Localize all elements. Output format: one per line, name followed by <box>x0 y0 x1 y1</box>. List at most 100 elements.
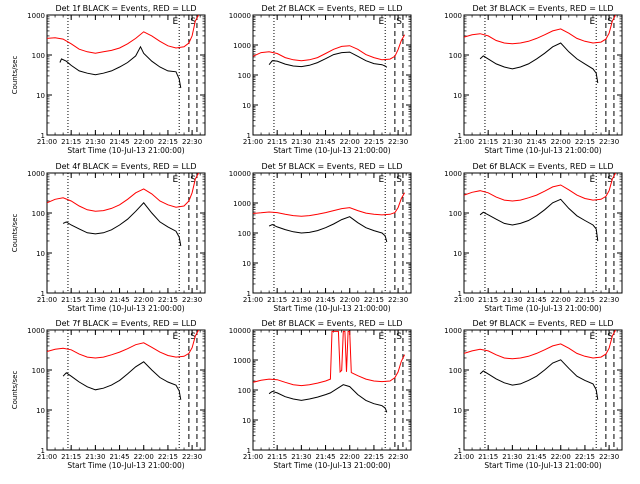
plot-frame <box>46 329 206 451</box>
series-line-lld <box>464 173 617 202</box>
y-axis-label: Counts/sec <box>11 371 19 410</box>
x-tick-label: 21:00 <box>37 138 57 146</box>
x-tick-label: 22:15 <box>158 138 178 146</box>
x-axis-label: Start Time (10-Jul-13 21:00:00) <box>273 146 390 155</box>
x-tick-label: 22:30 <box>182 453 202 461</box>
x-tick-label: 21:00 <box>454 296 474 304</box>
plot-frame <box>463 172 623 294</box>
y-tick-label: 10 <box>242 417 251 425</box>
x-tick-label: 21:30 <box>85 296 105 304</box>
plot-frame <box>252 14 412 136</box>
event-marker-label: E <box>590 17 596 27</box>
y-tick-label: 100 <box>238 72 251 80</box>
x-tick-label: 21:45 <box>526 453 546 461</box>
x-tick-label: 21:30 <box>85 453 105 461</box>
y-tick-label: 100 <box>32 367 45 375</box>
x-axis-label: Start Time (10-Jul-13 21:00:00) <box>484 461 601 470</box>
series-line-events <box>268 51 388 68</box>
series-line-lld <box>47 330 200 359</box>
panel-title: Det 9f BLACK = Events, RED = LLD <box>472 319 613 328</box>
y-tick-label: 100 <box>449 52 462 60</box>
y-tick-label: 10 <box>242 260 251 268</box>
plot-frame <box>463 14 623 136</box>
plot-frame <box>46 14 206 136</box>
x-axis-label: Start Time (10-Jul-13 21:00:00) <box>484 304 601 313</box>
panel-title: Det 2f BLACK = Events, RED = LLD <box>261 4 402 13</box>
x-tick-label: 22:30 <box>599 138 619 146</box>
plot-frame <box>252 172 412 294</box>
x-tick-label: 22:00 <box>340 138 360 146</box>
event-marker-label: S <box>607 175 613 185</box>
x-tick-label: 22:15 <box>575 138 595 146</box>
y-tick-label: 10 <box>36 250 45 258</box>
y-tick-label: 1 <box>41 290 45 298</box>
y-tick-label: 1 <box>247 290 251 298</box>
y-tick-label: 100 <box>238 230 251 238</box>
series-line-lld <box>464 330 617 360</box>
panel-title: Det 4f BLACK = Events, RED = LLD <box>55 162 196 171</box>
x-tick-label: 22:00 <box>340 453 360 461</box>
panel-title: Det 1f BLACK = Events, RED = LLD <box>55 4 196 13</box>
x-tick-label: 22:00 <box>551 138 571 146</box>
x-tick-label: 21:45 <box>526 138 546 146</box>
x-tick-label: 21:30 <box>291 138 311 146</box>
event-marker-label: S <box>607 17 613 27</box>
x-tick-label: 21:30 <box>291 296 311 304</box>
series-line-events <box>62 361 182 400</box>
panel-title: Det 8f BLACK = Events, RED = LLD <box>261 319 402 328</box>
y-axis-label: Counts/sec <box>11 56 19 95</box>
x-tick-label: 22:30 <box>599 296 619 304</box>
x-axis-label: Start Time (10-Jul-13 21:00:00) <box>67 146 184 155</box>
x-tick-label: 22:30 <box>182 296 202 304</box>
x-tick-label: 21:30 <box>502 138 522 146</box>
y-tick-label: 1 <box>458 290 462 298</box>
x-tick-label: 21:00 <box>454 138 474 146</box>
y-tick-label: 10 <box>453 92 462 100</box>
x-tick-label: 21:15 <box>267 138 287 146</box>
x-tick-label: 21:45 <box>315 296 335 304</box>
event-marker-label: E <box>173 17 179 27</box>
y-tick-label: 1000 <box>233 200 251 208</box>
y-tick-label: 1 <box>458 447 462 455</box>
x-tick-label: 22:30 <box>388 296 408 304</box>
y-tick-label: 100 <box>32 52 45 60</box>
panel-title: Det 3f BLACK = Events, RED = LLD <box>472 4 613 13</box>
event-marker-label: S <box>396 175 402 185</box>
y-tick-label: 1000 <box>444 12 462 20</box>
plot-frame <box>46 172 206 294</box>
event-marker-label: E <box>173 332 179 342</box>
panel-title: Det 5f BLACK = Events, RED = LLD <box>261 162 402 171</box>
x-tick-label: 22:00 <box>134 138 154 146</box>
y-tick-label: 1 <box>41 447 45 455</box>
x-tick-label: 21:00 <box>243 138 263 146</box>
event-marker-label: S <box>190 17 196 27</box>
y-tick-label: 1000 <box>444 170 462 178</box>
x-axis-label: Start Time (10-Jul-13 21:00:00) <box>273 304 390 313</box>
y-tick-label: 100 <box>449 367 462 375</box>
x-tick-label: 22:15 <box>575 296 595 304</box>
x-tick-label: 21:00 <box>454 453 474 461</box>
x-tick-label: 22:15 <box>364 453 384 461</box>
x-tick-label: 21:00 <box>37 296 57 304</box>
y-tick-label: 10000 <box>229 170 251 178</box>
series-line-events <box>479 42 599 84</box>
panel-6: Det 6f BLACK = Events, RED = LLD 1 10 100 10… <box>444 162 623 313</box>
event-marker-label: S <box>396 17 402 27</box>
series-line-events <box>59 45 182 89</box>
event-marker-label: E <box>379 332 385 342</box>
x-tick-label: 22:00 <box>134 296 154 304</box>
event-marker-label: E <box>590 332 596 342</box>
y-tick-label: 10 <box>453 250 462 258</box>
y-tick-label: 1 <box>247 132 251 140</box>
x-tick-label: 21:00 <box>243 296 263 304</box>
y-tick-label: 10 <box>36 407 45 415</box>
x-tick-label: 22:15 <box>364 138 384 146</box>
series-line-lld <box>253 192 406 217</box>
event-marker-label: E <box>590 175 596 185</box>
x-tick-label: 22:00 <box>551 453 571 461</box>
y-axis-label: Counts/sec <box>11 214 19 253</box>
panel-4: Det 4f BLACK = Events, RED = LLD 1 10 100 10… <box>11 162 206 313</box>
series-line-lld <box>253 34 406 62</box>
x-tick-label: 21:30 <box>502 453 522 461</box>
